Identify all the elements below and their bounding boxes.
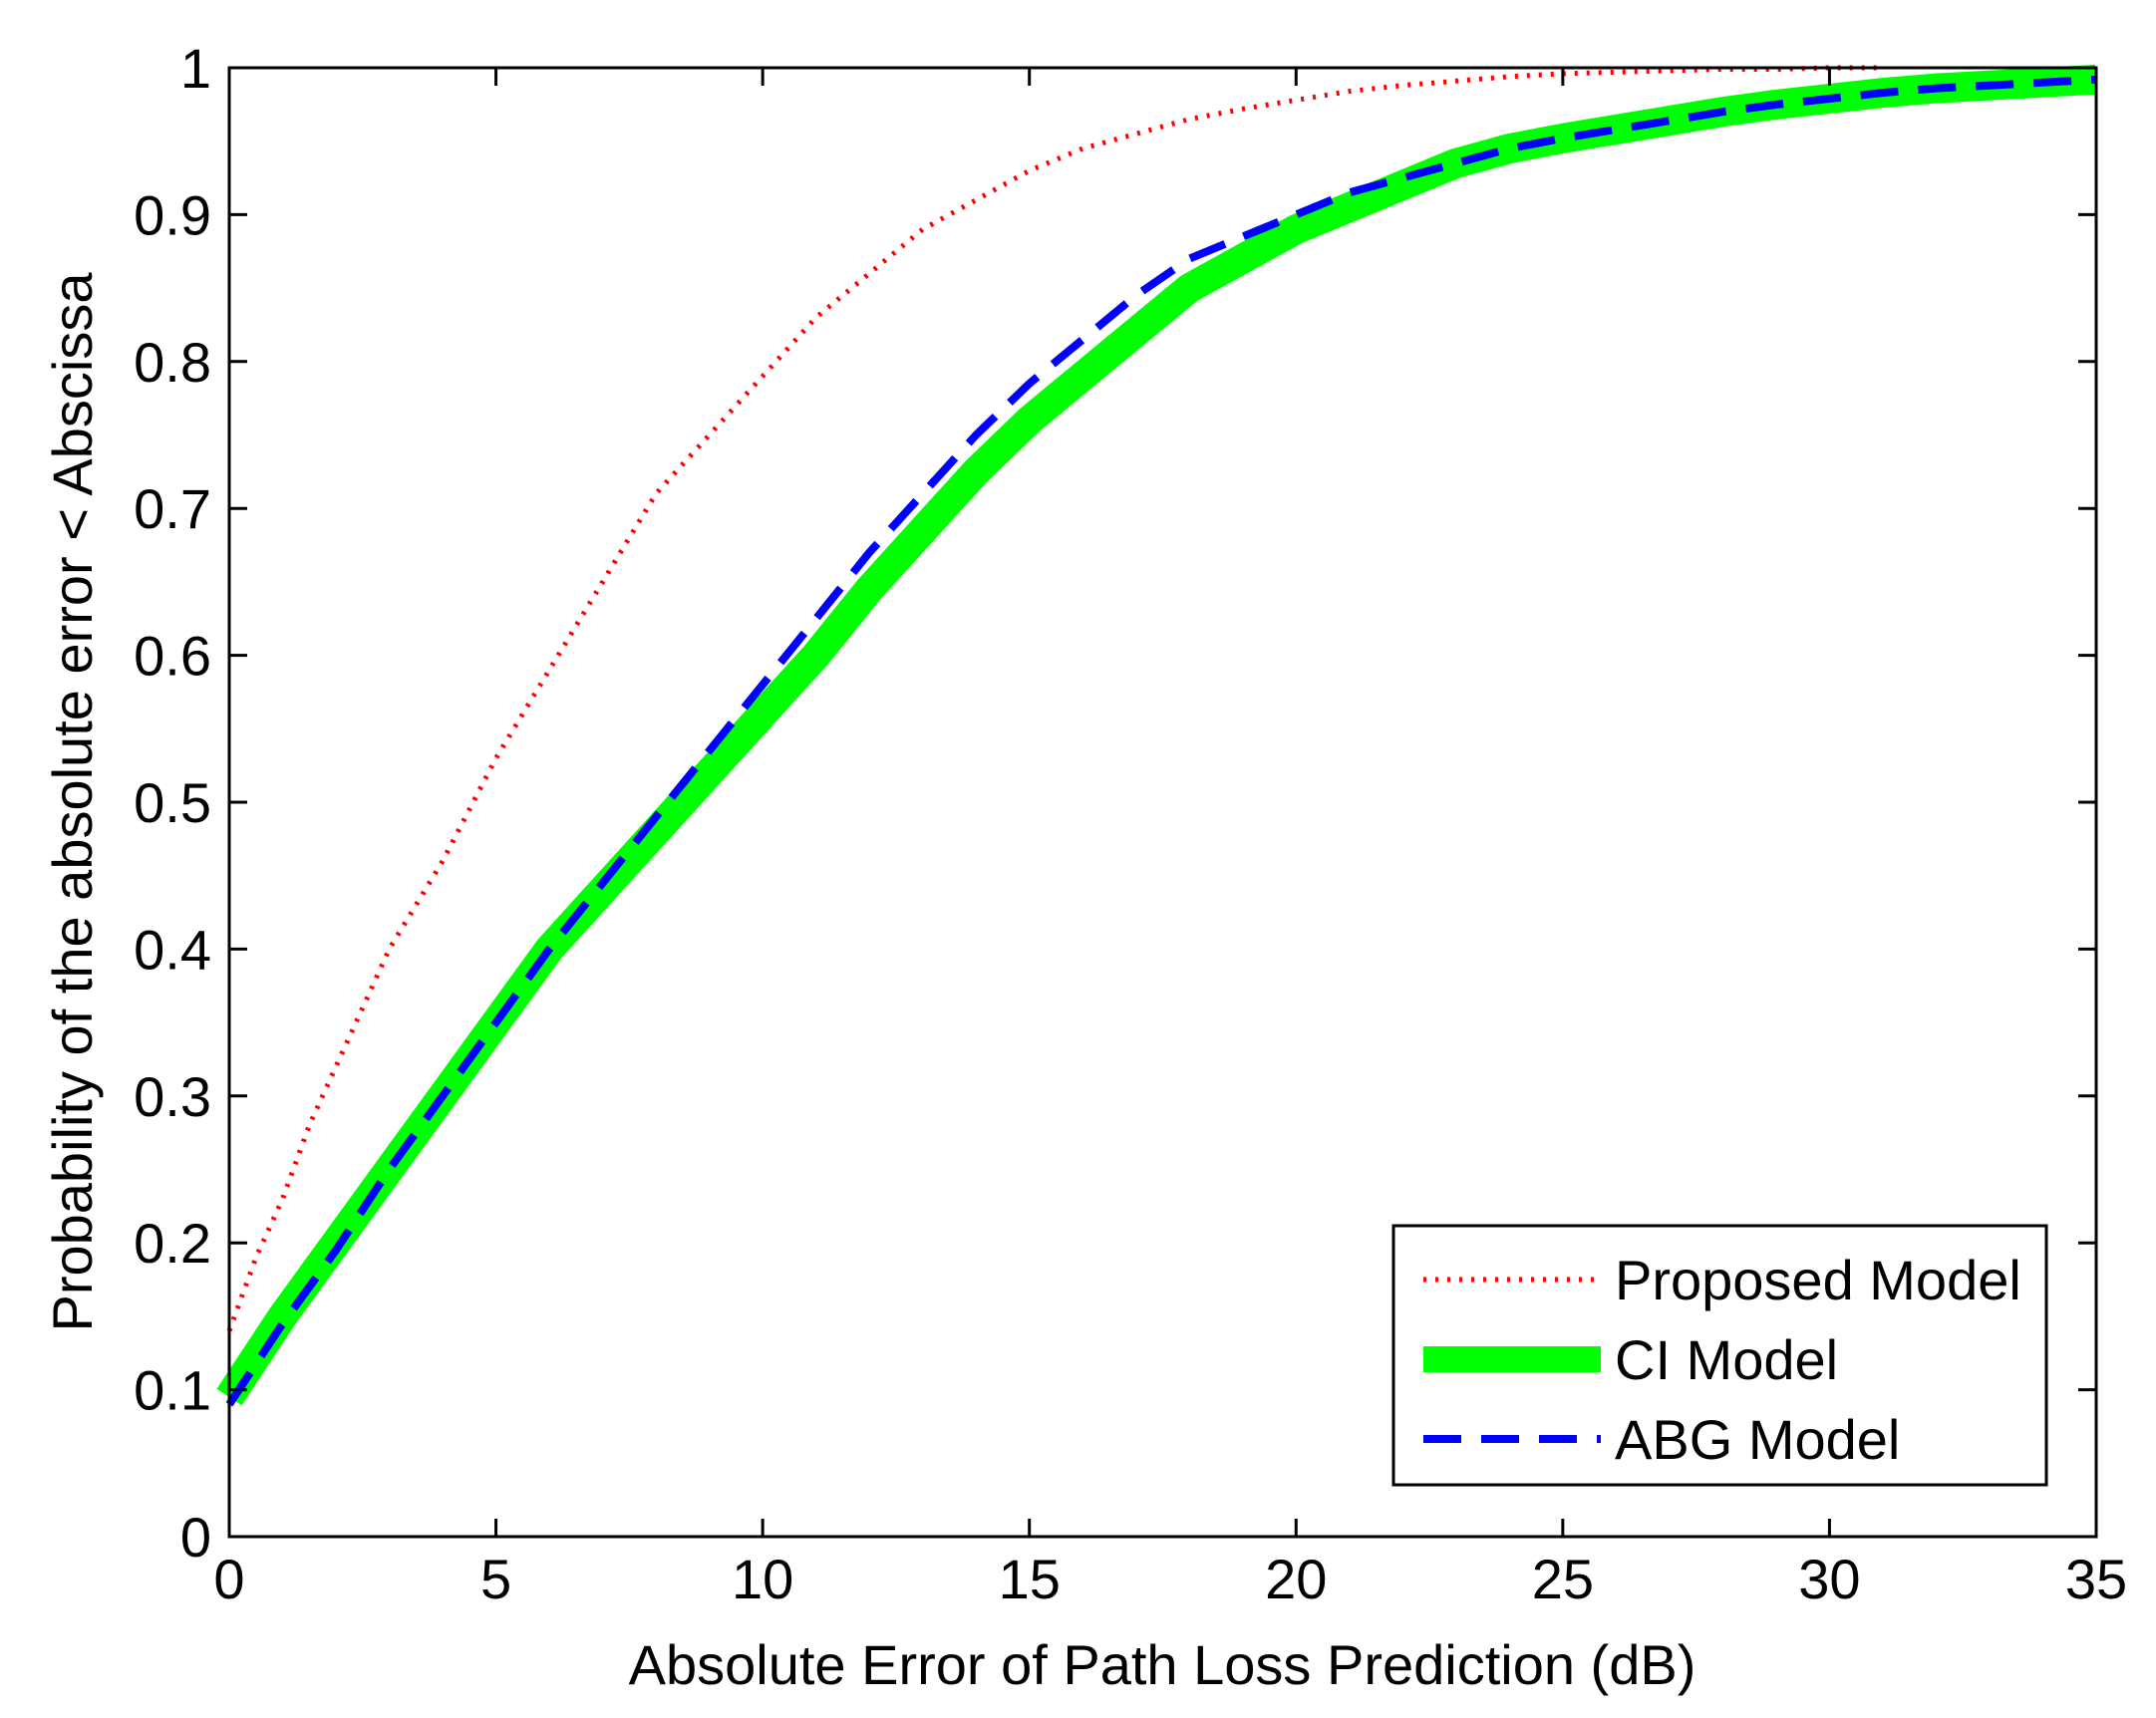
y-tick-label: 0.4 bbox=[134, 918, 211, 981]
y-tick-label: 0.8 bbox=[134, 331, 211, 394]
x-tick-label: 20 bbox=[1265, 1548, 1327, 1610]
y-tick-label: 0.1 bbox=[134, 1359, 211, 1422]
x-tick-label: 35 bbox=[2065, 1548, 2127, 1610]
y-tick-label: 0.2 bbox=[134, 1212, 211, 1275]
y-tick-label: 1 bbox=[180, 37, 211, 100]
legend: Proposed Model CI Model ABG Model bbox=[1391, 1224, 2048, 1487]
x-tick-label: 5 bbox=[480, 1548, 511, 1610]
ticks-layer: 0 5 10 15 20 25 30 35 0 0.1 0.2 0.3 0.4 0.5 0.6 0.7 0.8 0… bbox=[134, 37, 2127, 1610]
y-tick-label: 0.6 bbox=[134, 625, 211, 688]
legend-label-1: Proposed Model bbox=[1615, 1249, 2021, 1311]
x-tick-label: 0 bbox=[213, 1548, 244, 1610]
y-tick-label: 0 bbox=[180, 1506, 211, 1569]
y-tick-label: 0.3 bbox=[134, 1065, 211, 1128]
legend-label-3: ABG Model bbox=[1615, 1408, 1900, 1471]
y-tick-label: 0.7 bbox=[134, 477, 211, 540]
y-axis-title: Probability of the absolute error < Absc… bbox=[41, 272, 104, 1332]
x-tick-label: 25 bbox=[1532, 1548, 1594, 1610]
series-line-3 bbox=[225, 75, 2097, 1407]
legend-label-2: CI Model bbox=[1615, 1328, 1838, 1391]
y-tick-label: 0.9 bbox=[134, 183, 211, 246]
x-tick-label: 15 bbox=[999, 1548, 1061, 1610]
x-axis-title: Absolute Error of Path Loss Prediction (… bbox=[629, 1633, 1696, 1696]
y-tick-label: 0.5 bbox=[134, 771, 211, 834]
x-tick-label: 30 bbox=[1798, 1548, 1860, 1610]
x-tick-label: 10 bbox=[732, 1548, 793, 1610]
series-layer bbox=[216, 64, 2097, 1407]
